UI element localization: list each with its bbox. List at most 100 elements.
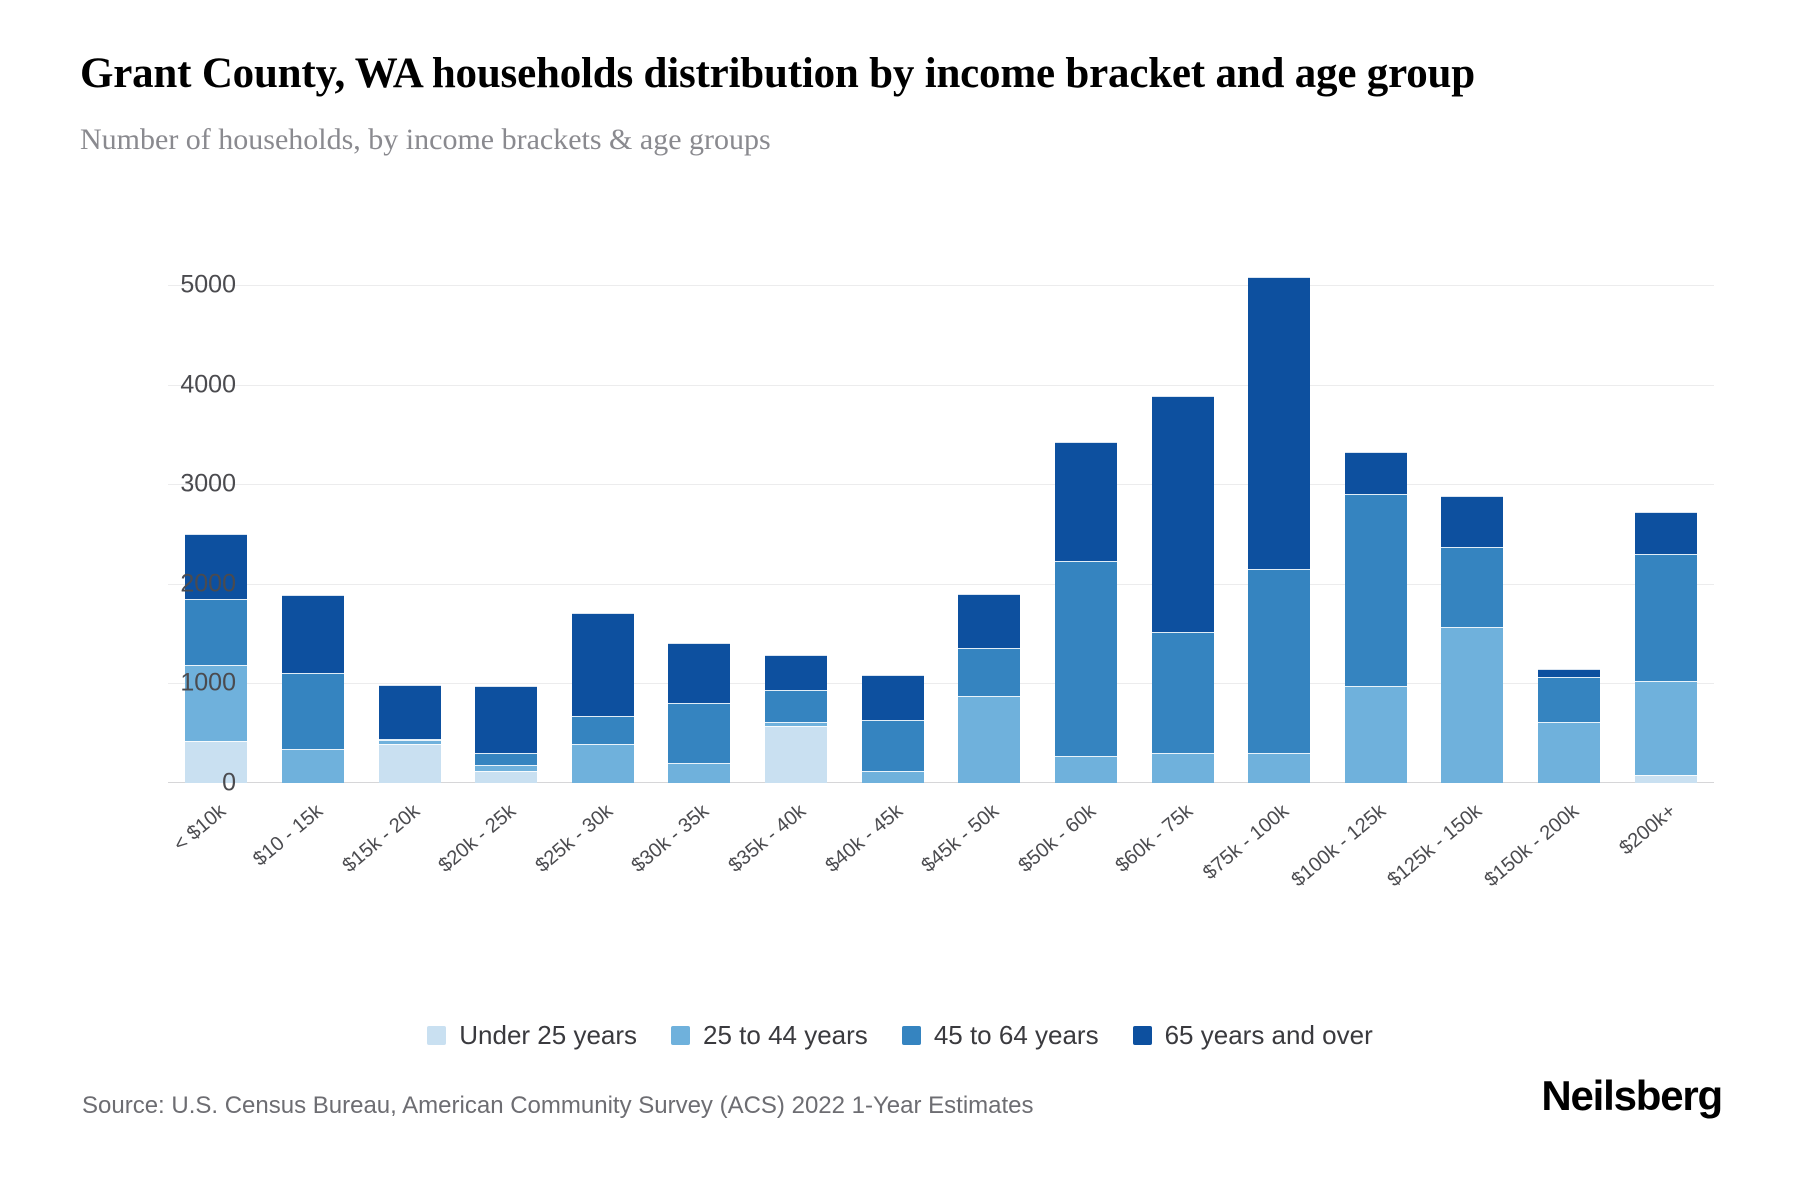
- bar-segment[interactable]: [958, 594, 1021, 648]
- bar-segment[interactable]: [668, 763, 731, 783]
- bar-segment[interactable]: [668, 703, 731, 764]
- bar-segment[interactable]: [378, 744, 441, 783]
- bar-stack[interactable]: [281, 594, 344, 783]
- x-axis-tick: $20k - 25k: [435, 790, 555, 910]
- bar-segment[interactable]: [861, 771, 924, 783]
- bar-stack[interactable]: [1151, 395, 1214, 783]
- gridline: [168, 384, 1714, 386]
- bar-stack[interactable]: [861, 674, 924, 783]
- bar-stack[interactable]: [185, 533, 248, 783]
- bar-segment[interactable]: [1538, 669, 1601, 677]
- bar-segment[interactable]: [1054, 561, 1117, 757]
- bar-segment[interactable]: [1441, 626, 1504, 783]
- bar-segment[interactable]: [1151, 631, 1214, 753]
- bar-segment[interactable]: [1054, 756, 1117, 783]
- x-axis-tick: $15k - 20k: [338, 790, 458, 910]
- legend-item[interactable]: 25 to 44 years: [671, 1020, 868, 1051]
- bar-stack[interactable]: [475, 685, 538, 783]
- bar-segment[interactable]: [1634, 680, 1697, 775]
- bar-segment[interactable]: [378, 740, 441, 745]
- bar-column[interactable]: [844, 265, 941, 783]
- bar-segment[interactable]: [185, 741, 248, 783]
- bar-segment[interactable]: [475, 753, 538, 766]
- bar-segment[interactable]: [765, 726, 828, 783]
- bar-segment[interactable]: [378, 685, 441, 740]
- bar-stack[interactable]: [765, 655, 828, 783]
- bar-segment[interactable]: [1344, 685, 1407, 783]
- legend-item[interactable]: 45 to 64 years: [901, 1020, 1099, 1051]
- bar-stack[interactable]: [1441, 495, 1504, 783]
- bar-segment[interactable]: [765, 722, 828, 727]
- bar-segment[interactable]: [861, 674, 924, 720]
- bar-column[interactable]: [1231, 265, 1328, 783]
- legend-item[interactable]: Under 25 years: [427, 1020, 637, 1051]
- bar-segment[interactable]: [1151, 752, 1214, 783]
- bar-segment[interactable]: [185, 598, 248, 666]
- chart-header: Grant County, WA households distribution…: [80, 48, 1720, 158]
- bar-segment[interactable]: [475, 685, 538, 754]
- y-axis-tick-label: 5000: [180, 270, 236, 299]
- bar-segment[interactable]: [765, 689, 828, 723]
- bar-segment[interactable]: [958, 696, 1021, 783]
- bar-segment[interactable]: [668, 642, 731, 704]
- bar-segment[interactable]: [765, 655, 828, 690]
- x-axis-tick-label: $200k+: [1614, 800, 1680, 860]
- bar-segment[interactable]: [1151, 395, 1214, 632]
- bar-column[interactable]: [458, 265, 555, 783]
- bar-segment[interactable]: [1248, 753, 1311, 783]
- bar-column[interactable]: [168, 265, 265, 783]
- bar-segment[interactable]: [571, 613, 634, 716]
- bar-column[interactable]: [361, 265, 458, 783]
- x-axis-tick: $50k - 60k: [1014, 790, 1135, 910]
- bar-segment[interactable]: [281, 749, 344, 783]
- bar-column[interactable]: [555, 265, 652, 783]
- bar-segment[interactable]: [1538, 676, 1601, 722]
- bar-segment[interactable]: [475, 771, 538, 783]
- legend-swatch-icon: [427, 1026, 447, 1045]
- bar-segment[interactable]: [281, 673, 344, 750]
- y-axis-tick-label: 0: [222, 768, 236, 797]
- bar-segment[interactable]: [1248, 569, 1311, 754]
- bar-column[interactable]: [1038, 265, 1135, 783]
- bar-segment[interactable]: [1538, 721, 1601, 783]
- bar-segment[interactable]: [378, 739, 441, 741]
- bar-stack[interactable]: [1248, 276, 1311, 783]
- bar-column[interactable]: [748, 265, 845, 783]
- bar-stack[interactable]: [958, 594, 1021, 783]
- bar-segment[interactable]: [571, 715, 634, 745]
- bar-segment[interactable]: [1634, 512, 1697, 555]
- bar-stack[interactable]: [378, 685, 441, 783]
- bar-segment[interactable]: [185, 533, 248, 599]
- bar-segment[interactable]: [861, 719, 924, 772]
- bar-segment[interactable]: [958, 647, 1021, 697]
- bar-segment[interactable]: [1634, 774, 1697, 783]
- bar-stack[interactable]: [1344, 451, 1407, 783]
- y-axis-tick-label: 3000: [180, 469, 236, 498]
- bar-segment[interactable]: [281, 594, 344, 674]
- bar-column[interactable]: [941, 265, 1038, 783]
- bar-segment[interactable]: [1248, 276, 1311, 570]
- bar-segment[interactable]: [185, 665, 248, 742]
- bar-column[interactable]: [1328, 265, 1425, 783]
- bar-segment[interactable]: [1054, 442, 1117, 562]
- bar-segment[interactable]: [1344, 451, 1407, 494]
- bar-column[interactable]: [265, 265, 362, 783]
- bar-segment[interactable]: [571, 744, 634, 783]
- bar-column[interactable]: [651, 265, 748, 783]
- bar-stack[interactable]: [1054, 442, 1117, 783]
- bar-column[interactable]: [1424, 265, 1521, 783]
- legend-item[interactable]: 65 years and over: [1132, 1020, 1373, 1051]
- bar-stack[interactable]: [1634, 512, 1697, 783]
- bar-stack[interactable]: [1538, 669, 1601, 783]
- bar-stack[interactable]: [571, 613, 634, 783]
- bar-segment[interactable]: [475, 765, 538, 772]
- bar-segment[interactable]: [1634, 554, 1697, 681]
- legend-swatch-icon: [901, 1026, 921, 1045]
- bar-segment[interactable]: [1344, 493, 1407, 686]
- bar-column[interactable]: [1617, 265, 1714, 783]
- bar-segment[interactable]: [1441, 546, 1504, 627]
- bar-segment[interactable]: [1441, 495, 1504, 547]
- bar-stack[interactable]: [668, 642, 731, 783]
- bar-column[interactable]: [1521, 265, 1618, 783]
- bar-column[interactable]: [1134, 265, 1231, 783]
